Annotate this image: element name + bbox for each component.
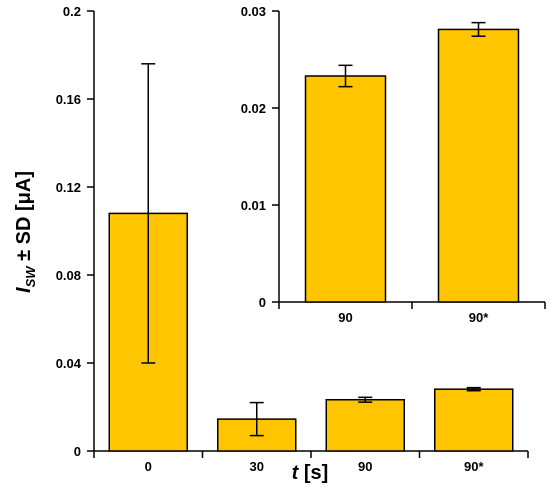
inset-plot: 0 0.01 0.02 0.03 90 90* (241, 4, 546, 325)
x-tick-label: 0 (145, 459, 152, 474)
x-tick-label: 30 (250, 459, 264, 474)
inset-x-tick-label: 90* (469, 310, 489, 325)
y-axis-title-rest: ± SD [μA] (13, 171, 35, 266)
main-plot: 0 0.04 0.08 0.12 0.16 0.2 0 30 90 90* (56, 4, 529, 474)
inset-y-tick-label: 0.01 (241, 198, 266, 213)
y-axis-title-main: I (13, 287, 35, 293)
y-axis-title: ISW ± SD [μA] (13, 171, 38, 293)
x-axis-title: t [s] (292, 462, 329, 484)
inset-y-tick-label: 0.03 (241, 4, 266, 19)
x-tick-label: 90* (464, 459, 484, 474)
y-axis-title-sub: SW (23, 265, 38, 288)
x-tick-label: 90 (358, 459, 372, 474)
y-tick-label: 0.08 (56, 268, 81, 283)
y-tick-label: 0.12 (56, 180, 81, 195)
y-tick-label: 0.2 (63, 4, 81, 19)
bar (325, 398, 405, 452)
y-tick-label: 0.04 (56, 356, 82, 371)
y-tick-label: 0 (74, 444, 81, 459)
inset-y-tick-label: 0.02 (241, 101, 266, 116)
inset-y-tick-label: 0 (259, 295, 266, 310)
inset-bar (304, 75, 387, 303)
bar (434, 388, 514, 452)
inset-bar (437, 28, 520, 303)
inset-x-tick-label: 90 (338, 310, 352, 325)
x-axis-title-rest: [s] (298, 462, 328, 484)
x-axis-title-main: t (292, 462, 300, 484)
y-tick-label: 0.16 (56, 92, 81, 107)
